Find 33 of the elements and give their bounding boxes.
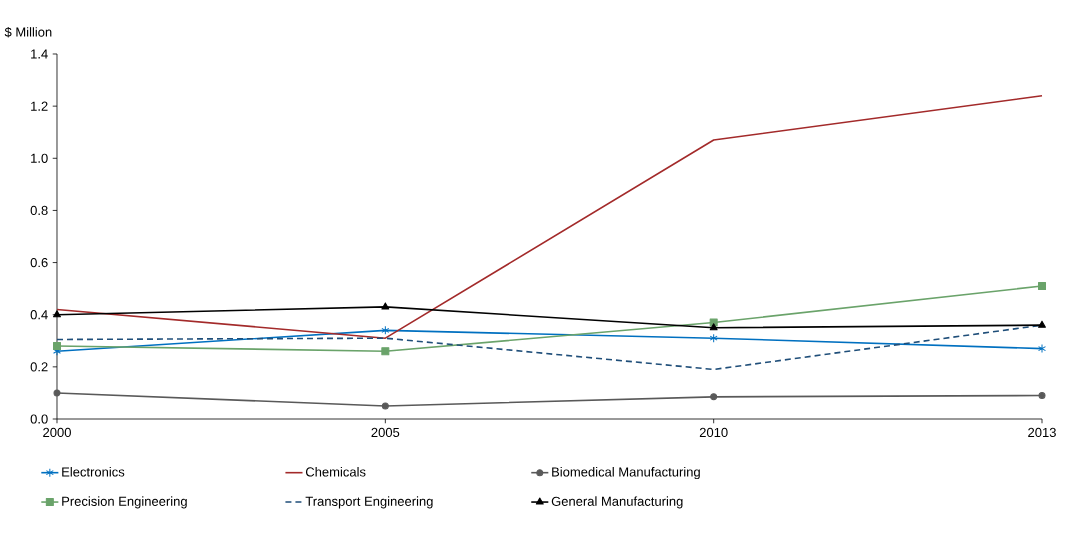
point [709,323,718,331]
point [381,402,389,410]
point [53,342,61,350]
legend-label: Chemicals [305,466,366,477]
x-tick-label: 2000 [43,427,71,437]
x-tick-label: 2005 [371,427,400,437]
point [709,333,718,343]
legend-label: Biomedical Manufacturing [552,466,700,480]
y-tick-label: 1.2 [31,101,48,111]
point [53,389,61,397]
legend-label: Precision Engineering [62,496,187,509]
y-tick-label: 0.6 [30,257,48,268]
point [1038,320,1046,328]
y-tick-label: 1.4 [31,49,48,59]
y-tick-label: 0.0 [30,414,48,424]
y-tick-label: 0.8 [30,205,48,216]
point [381,347,390,356]
point [710,393,718,401]
point [53,310,61,318]
point [1038,282,1047,291]
legend-label: General Manufacturing [551,496,683,509]
y-tick-label: 1.0 [31,153,48,163]
y-axis-title: $ Million [4,26,52,38]
y-tick-label: 0.2 [30,362,48,372]
point [381,325,390,335]
point [1038,344,1046,354]
legend-label: Electronics [62,466,125,477]
x-tick-label: 2010 [699,427,728,437]
y-tick-label: 0.4 [30,310,48,320]
point [1038,392,1046,400]
point [381,302,390,310]
legend-label: Transport Engineering [305,496,433,509]
x-tick-label: 2013 [1028,427,1056,437]
